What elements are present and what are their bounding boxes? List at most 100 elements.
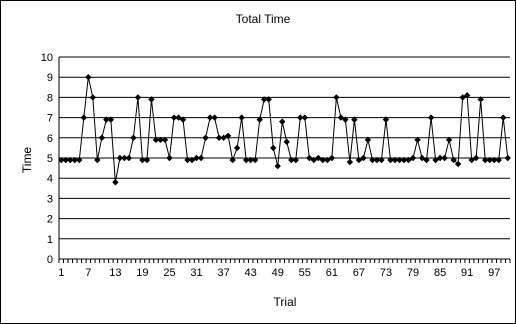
data-point-9 (94, 156, 101, 164)
data-point-64 (342, 116, 349, 123)
data-point-66 (351, 116, 358, 123)
data-point-58 (315, 154, 322, 162)
data-point-33 (202, 134, 209, 141)
data-point-73 (382, 116, 390, 123)
y-tick-label-7: 7 (47, 113, 53, 125)
data-point-43 (247, 156, 254, 164)
y-axis-label: Time (20, 147, 34, 174)
data-point-77 (400, 156, 408, 164)
data-point-93 (472, 154, 480, 162)
data-point-44 (251, 156, 259, 164)
data-point-4 (71, 156, 78, 164)
data-point-59 (319, 156, 327, 164)
data-point-89 (454, 160, 462, 168)
data-point-20 (143, 156, 151, 164)
data-point-53 (292, 156, 299, 164)
data-point-69 (364, 136, 372, 144)
data-point-36 (215, 134, 223, 141)
data-point-94 (477, 96, 484, 103)
x-tick-label-43: 43 (245, 267, 257, 279)
data-point-24 (161, 136, 169, 144)
data-point-39 (229, 156, 236, 164)
data-point-47 (265, 96, 272, 103)
data-point-90 (459, 94, 466, 101)
y-tick-label-10: 10 (41, 52, 53, 64)
data-point-6 (80, 114, 88, 121)
data-point-60 (324, 156, 331, 164)
data-point-48 (270, 144, 277, 152)
data-point-12 (107, 116, 115, 123)
data-point-17 (130, 134, 137, 141)
data-point-29 (184, 156, 191, 164)
data-point-88 (450, 156, 457, 164)
data-point-62 (333, 94, 340, 101)
x-tick-label-85: 85 (434, 267, 446, 279)
data-point-15 (121, 154, 128, 162)
data-point-22 (152, 136, 160, 144)
data-point-81 (418, 154, 426, 162)
data-point-65 (346, 158, 354, 166)
data-point-57 (310, 156, 318, 164)
data-point-100 (504, 154, 511, 162)
data-point-11 (103, 116, 110, 123)
y-tick-label-1: 1 (47, 234, 53, 246)
data-point-87 (445, 136, 453, 144)
data-point-80 (414, 136, 421, 144)
data-point-35 (211, 114, 218, 121)
data-point-3 (67, 156, 74, 164)
x-tick-label-19: 19 (136, 267, 148, 279)
data-point-78 (405, 156, 412, 164)
data-point-49 (274, 162, 281, 170)
x-tick-label-67: 67 (353, 267, 365, 279)
x-tick-label-1: 1 (58, 267, 64, 279)
data-point-10 (98, 134, 106, 141)
data-point-27 (175, 114, 182, 121)
data-point-75 (391, 156, 399, 164)
data-point-54 (297, 114, 304, 121)
data-point-45 (256, 116, 263, 123)
y-tick-label-3: 3 (47, 193, 53, 205)
data-point-16 (125, 154, 133, 162)
data-point-7 (85, 74, 92, 81)
y-tick-label-0: 0 (47, 254, 53, 266)
data-point-32 (197, 154, 205, 162)
data-point-63 (337, 114, 345, 121)
data-point-96 (486, 156, 493, 164)
y-tick-label-4: 4 (47, 173, 53, 185)
data-point-84 (432, 156, 439, 164)
x-tick-label-13: 13 (109, 267, 121, 279)
data-point-30 (188, 156, 196, 164)
series-line-0 (61, 77, 509, 183)
data-point-52 (288, 156, 295, 164)
data-point-83 (427, 114, 435, 121)
x-tick-label-79: 79 (407, 267, 419, 279)
data-point-70 (369, 156, 376, 164)
data-point-21 (148, 96, 155, 103)
data-point-82 (423, 156, 430, 164)
data-point-85 (436, 154, 444, 162)
data-point-92 (468, 156, 475, 164)
data-point-97 (491, 156, 498, 164)
data-point-14 (116, 154, 124, 162)
data-point-61 (328, 154, 336, 162)
x-tick-label-25: 25 (163, 267, 175, 279)
y-tick-label-8: 8 (47, 92, 53, 104)
data-point-56 (306, 154, 313, 162)
data-point-31 (193, 154, 200, 162)
data-point-46 (261, 96, 268, 103)
data-point-42 (242, 156, 250, 164)
data-point-71 (373, 156, 381, 164)
x-tick-label-37: 37 (217, 267, 229, 279)
data-point-25 (166, 154, 173, 162)
y-tick-label-2: 2 (47, 214, 53, 226)
x-tick-label-31: 31 (190, 267, 202, 279)
data-point-41 (238, 114, 245, 121)
chart-title: Total Time (236, 12, 291, 26)
x-tick-label-97: 97 (488, 267, 500, 279)
data-point-95 (481, 156, 489, 164)
data-point-79 (409, 154, 417, 162)
y-tick-label-6: 6 (47, 133, 53, 145)
x-axis-label: Trial (274, 295, 297, 309)
data-point-37 (220, 134, 227, 141)
